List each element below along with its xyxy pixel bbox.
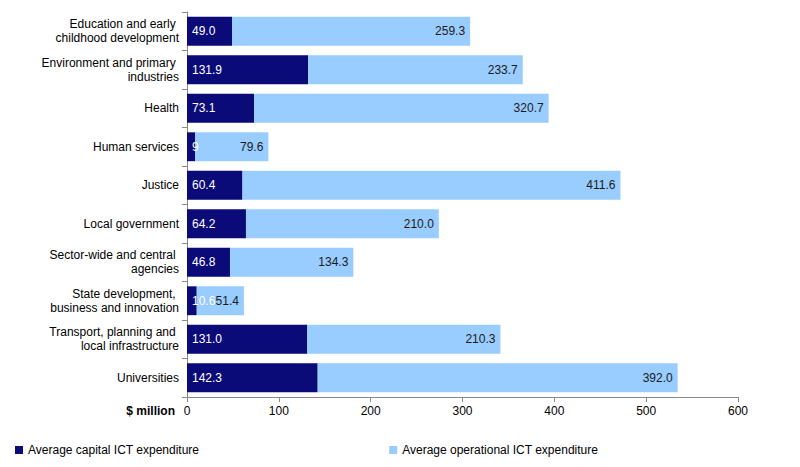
svg-text:100: 100 <box>269 404 289 418</box>
svg-text:60.4: 60.4 <box>192 178 216 192</box>
svg-text:49.0: 49.0 <box>192 24 216 38</box>
svg-text:9: 9 <box>192 140 199 154</box>
svg-text:600: 600 <box>728 404 748 418</box>
svg-text:131.0: 131.0 <box>192 332 222 346</box>
svg-text:400: 400 <box>544 404 564 418</box>
svg-text:210.3: 210.3 <box>465 332 495 346</box>
svg-text:childhood development: childhood development <box>56 31 180 45</box>
svg-text:64.2: 64.2 <box>192 217 216 231</box>
svg-text:46.8: 46.8 <box>192 255 216 269</box>
svg-text:Human services: Human services <box>93 140 179 154</box>
svg-text:200: 200 <box>361 404 381 418</box>
svg-text:Health: Health <box>144 101 179 115</box>
svg-text:Average operational ICT expend: Average operational ICT expenditure <box>402 443 598 457</box>
svg-text:500: 500 <box>636 404 656 418</box>
svg-text:local infrastructure: local infrastructure <box>81 339 179 353</box>
svg-text:Sector-wide and central: Sector-wide and central <box>50 248 179 262</box>
svg-text:business and innovation: business and innovation <box>50 301 179 315</box>
svg-text:51.4: 51.4 <box>216 294 240 308</box>
svg-text:State development,: State development, <box>72 287 179 301</box>
svg-text:233.7: 233.7 <box>488 63 518 77</box>
svg-text:134.3: 134.3 <box>318 255 348 269</box>
svg-text:industries: industries <box>128 70 179 84</box>
svg-text:320.7: 320.7 <box>514 101 544 115</box>
svg-text:0: 0 <box>184 404 191 418</box>
svg-text:73.1: 73.1 <box>192 101 216 115</box>
svg-text:Local government: Local government <box>84 217 180 231</box>
svg-text:10.6: 10.6 <box>192 294 216 308</box>
svg-text:210.0: 210.0 <box>404 217 434 231</box>
svg-text:79.6: 79.6 <box>240 140 264 154</box>
svg-text:259.3: 259.3 <box>435 24 465 38</box>
svg-text:agencies: agencies <box>131 262 179 276</box>
svg-text:131.9: 131.9 <box>192 63 222 77</box>
svg-text:Transport, planning and: Transport, planning and <box>49 325 179 339</box>
svg-text:Universities: Universities <box>117 371 179 385</box>
svg-text:Justice: Justice <box>142 178 180 192</box>
svg-text:Education and early: Education and early <box>70 17 179 31</box>
svg-text:300: 300 <box>452 404 472 418</box>
svg-text:392.0: 392.0 <box>643 371 673 385</box>
svg-text:411.6: 411.6 <box>586 178 615 192</box>
svg-text:$ million: $ million <box>126 404 175 418</box>
svg-text:142.3: 142.3 <box>192 371 222 385</box>
svg-text:Environment and primary: Environment and primary <box>42 56 179 70</box>
svg-text:Average capital ICT expenditur: Average capital ICT expenditure <box>28 443 199 457</box>
